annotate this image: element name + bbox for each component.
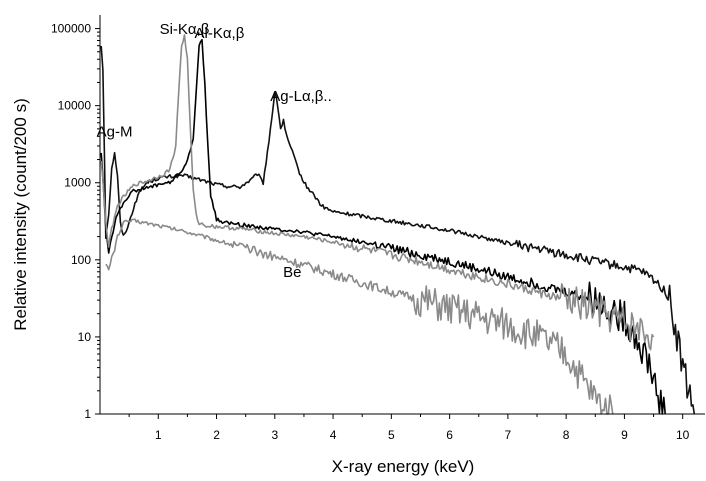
peak-annotation: Si-Kα,β (160, 21, 210, 38)
y-tick-label: 10000 (58, 99, 92, 113)
series-line-1 (100, 45, 696, 415)
x-tick-label: 10 (676, 428, 690, 442)
x-tick-label: 3 (271, 428, 278, 442)
x-tick-label: 5 (388, 428, 395, 442)
y-tick-label: 1 (84, 407, 91, 421)
series-layer (100, 34, 696, 415)
peak-annotation: Ag-Lα,β.. (270, 88, 332, 105)
x-tick-label: 1 (155, 428, 162, 442)
y-tick-label: 1000 (64, 176, 91, 190)
ticks-layer: 1 10 100 1000 10000 100000 1 2 3 4 5 6 7 8 9 10 (51, 22, 690, 442)
y-axis-title: Relative intensity (count/200 s) (11, 98, 30, 330)
x-tick-label: 6 (446, 428, 453, 442)
peak-annotation: Ag-M (97, 123, 133, 140)
y-tick-label: 100 (71, 253, 91, 267)
x-tick-label: 9 (621, 428, 628, 442)
x-tick-label: 2 (213, 428, 220, 442)
x-tick-label: 7 (505, 428, 512, 442)
axes-layer (99, 15, 705, 415)
annotations-layer: Si-Kα,βAl-Kα,β Ag-Lα,β.. Ag-M Be (97, 21, 332, 281)
peak-annotation: Be (283, 264, 301, 281)
y-tick-label: 100000 (51, 22, 91, 36)
peak-annotation: Al-Kα,β (195, 25, 245, 42)
x-tick-label: 8 (563, 428, 570, 442)
series-line-2 (100, 38, 666, 415)
x-axis-title: X-ray energy (keV) (332, 457, 475, 476)
y-tick-label: 10 (78, 330, 92, 344)
series-line-4 (105, 218, 614, 415)
series-line-3 (100, 34, 655, 351)
x-tick-label: 4 (330, 428, 337, 442)
